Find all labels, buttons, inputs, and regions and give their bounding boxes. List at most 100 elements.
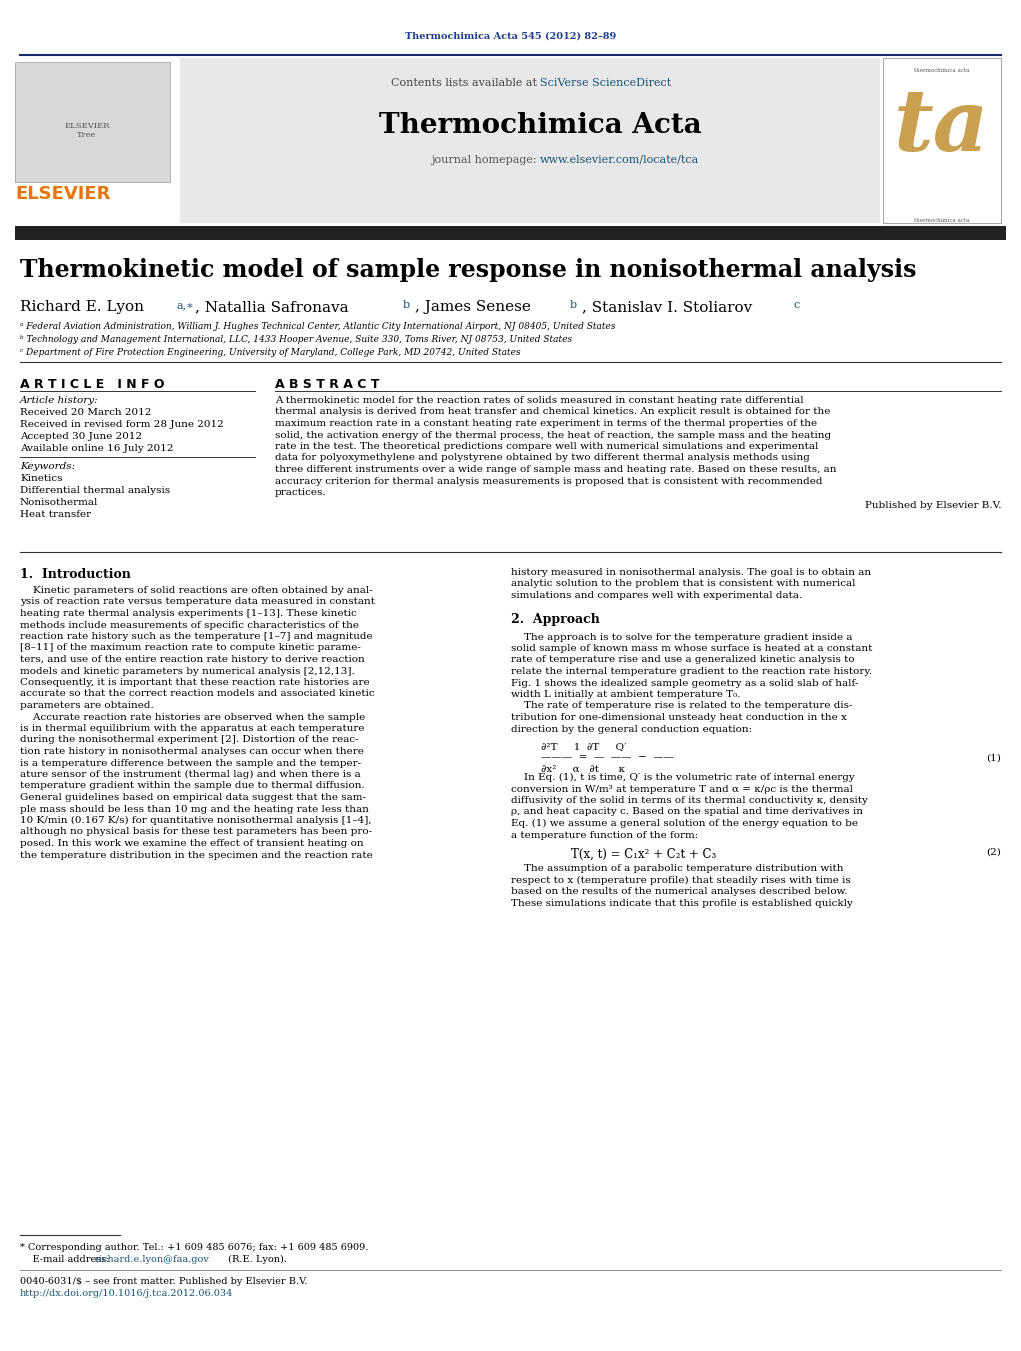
Text: E-mail address:: E-mail address:	[20, 1255, 112, 1265]
Text: solid, the activation energy of the thermal process, the heat of reaction, the s: solid, the activation energy of the ther…	[275, 431, 831, 439]
Text: Accurate reaction rate histories are observed when the sample: Accurate reaction rate histories are obs…	[20, 712, 366, 721]
Text: Received in revised form 28 June 2012: Received in revised form 28 June 2012	[20, 420, 224, 430]
Text: ters, and use of the entire reaction rate history to derive reaction: ters, and use of the entire reaction rat…	[20, 655, 364, 663]
Text: journal homepage:: journal homepage:	[431, 155, 540, 165]
Text: 0040-6031/$ – see front matter. Published by Elsevier B.V.: 0040-6031/$ – see front matter. Publishe…	[20, 1277, 307, 1286]
Text: A R T I C L E   I N F O: A R T I C L E I N F O	[20, 378, 164, 390]
Text: diffusivity of the solid in terms of its thermal conductivity κ, density: diffusivity of the solid in terms of its…	[510, 796, 868, 805]
Text: reaction rate history such as the temperature [1–7] and magnitude: reaction rate history such as the temper…	[20, 632, 373, 640]
Text: b: b	[570, 300, 577, 309]
Text: General guidelines based on empirical data suggest that the sam-: General guidelines based on empirical da…	[20, 793, 366, 802]
Text: although no physical basis for these test parameters has been pro-: although no physical basis for these tes…	[20, 828, 372, 836]
Text: Published by Elsevier B.V.: Published by Elsevier B.V.	[865, 501, 1001, 511]
Text: These simulations indicate that this profile is established quickly: These simulations indicate that this pro…	[510, 898, 853, 908]
Text: analytic solution to the problem that is consistent with numerical: analytic solution to the problem that is…	[510, 580, 856, 589]
Bar	[15, 226, 1006, 240]
Text: thermochimica acta: thermochimica acta	[914, 68, 970, 73]
Text: Keywords:: Keywords:	[20, 462, 76, 471]
Text: (1): (1)	[986, 754, 1001, 762]
Text: Nonisothermal: Nonisothermal	[20, 499, 98, 507]
Text: ta: ta	[894, 85, 989, 169]
Text: www.elsevier.com/locate/tca: www.elsevier.com/locate/tca	[540, 155, 699, 165]
Text: Differential thermal analysis: Differential thermal analysis	[20, 486, 171, 494]
Text: ᵇ Technology and Management International, LLC, 1433 Hooper Avenue, Suite 330, T: ᵇ Technology and Management Internationa…	[20, 335, 572, 345]
Text: ature sensor of the instrument (thermal lag) and when there is a: ature sensor of the instrument (thermal …	[20, 770, 360, 780]
Text: accurate so that the correct reaction models and associated kinetic: accurate so that the correct reaction mo…	[20, 689, 375, 698]
Text: Consequently, it is important that these reaction rate histories are: Consequently, it is important that these…	[20, 678, 370, 688]
Text: , Natallia Safronava: , Natallia Safronava	[195, 300, 348, 313]
Text: A B S T R A C T: A B S T R A C T	[275, 378, 380, 390]
Text: history measured in nonisothermal analysis. The goal is to obtain an: history measured in nonisothermal analys…	[510, 567, 871, 577]
Text: thermochimica acta: thermochimica acta	[914, 218, 970, 223]
Text: The approach is to solve for the temperature gradient inside a: The approach is to solve for the tempera…	[510, 632, 853, 642]
Text: ELSEVIER
Tree: ELSEVIER Tree	[64, 122, 109, 139]
Text: richard.e.lyon@faa.gov: richard.e.lyon@faa.gov	[95, 1255, 210, 1265]
Text: practices.: practices.	[275, 488, 327, 497]
Text: data for polyoxymethylene and polystyrene obtained by two different thermal anal: data for polyoxymethylene and polystyren…	[275, 454, 810, 462]
Text: Contents lists available at: Contents lists available at	[390, 78, 540, 88]
Text: models and kinetic parameters by numerical analysis [2,12,13].: models and kinetic parameters by numeric…	[20, 666, 354, 676]
Text: tion rate history in nonisothermal analyses can occur when there: tion rate history in nonisothermal analy…	[20, 747, 363, 757]
Text: 2.  Approach: 2. Approach	[510, 612, 600, 626]
Text: Kinetic parameters of solid reactions are often obtained by anal-: Kinetic parameters of solid reactions ar…	[20, 586, 373, 594]
Text: Richard E. Lyon: Richard E. Lyon	[20, 300, 144, 313]
Text: Thermochimica Acta 545 (2012) 82–89: Thermochimica Acta 545 (2012) 82–89	[405, 32, 617, 41]
Text: a temperature function of the form:: a temperature function of the form:	[510, 831, 698, 839]
Text: Heat transfer: Heat transfer	[20, 509, 91, 519]
Text: Received 20 March 2012: Received 20 March 2012	[20, 408, 151, 417]
Text: ᵃ Federal Aviation Administration, William J. Hughes Technical Center, Atlantic : ᵃ Federal Aviation Administration, Willi…	[20, 322, 616, 331]
Text: is in thermal equilibrium with the apparatus at each temperature: is in thermal equilibrium with the appar…	[20, 724, 364, 734]
Text: Accepted 30 June 2012: Accepted 30 June 2012	[20, 432, 142, 440]
Text: posed. In this work we examine the effect of transient heating on: posed. In this work we examine the effec…	[20, 839, 363, 848]
Text: The assumption of a parabolic temperature distribution with: The assumption of a parabolic temperatur…	[510, 865, 843, 873]
Text: simulations and compares well with experimental data.: simulations and compares well with exper…	[510, 590, 803, 600]
Text: ELSEVIER: ELSEVIER	[15, 185, 110, 203]
Text: the temperature distribution in the specimen and the reaction rate: the temperature distribution in the spec…	[20, 851, 373, 859]
Text: is a temperature difference between the sample and the temper-: is a temperature difference between the …	[20, 758, 361, 767]
Text: rate in the test. The theoretical predictions compare well with numerical simula: rate in the test. The theoretical predic…	[275, 442, 819, 451]
Text: Thermochimica Acta: Thermochimica Acta	[379, 112, 701, 139]
Text: [8–11] of the maximum reaction rate to compute kinetic parame-: [8–11] of the maximum reaction rate to c…	[20, 643, 360, 653]
Text: thermal analysis is derived from heat transfer and chemical kinetics. An explici: thermal analysis is derived from heat tr…	[275, 408, 830, 416]
Text: (R.E. Lyon).: (R.E. Lyon).	[225, 1255, 287, 1265]
Text: http://dx.doi.org/10.1016/j.tca.2012.06.034: http://dx.doi.org/10.1016/j.tca.2012.06.…	[20, 1289, 234, 1298]
Text: three different instruments over a wide range of sample mass and heating rate. B: three different instruments over a wide …	[275, 465, 836, 474]
Text: , James Senese: , James Senese	[415, 300, 531, 313]
Text: conversion in W/m³ at temperature T and α = κ/ρc is the thermal: conversion in W/m³ at temperature T and …	[510, 785, 853, 793]
Text: Eq. (1) we assume a general solution of the energy equation to be: Eq. (1) we assume a general solution of …	[510, 819, 858, 828]
Text: ———  =  —  ——  −  ——: ——— = — —— − ——	[541, 754, 674, 762]
Text: ρ, and heat capacity c. Based on the spatial and time derivatives in: ρ, and heat capacity c. Based on the spa…	[510, 808, 863, 816]
Text: Kinetics: Kinetics	[20, 474, 62, 484]
Text: The rate of temperature rise is related to the temperature dis-: The rate of temperature rise is related …	[510, 701, 853, 711]
Bar	[180, 58, 880, 223]
Text: In Eq. (1), t is time, Q′ is the volumetric rate of internal energy: In Eq. (1), t is time, Q′ is the volumet…	[510, 773, 855, 782]
Text: , Stanislav I. Stoliarov: , Stanislav I. Stoliarov	[582, 300, 752, 313]
Text: Available online 16 July 2012: Available online 16 July 2012	[20, 444, 174, 453]
Text: direction by the general conduction equation:: direction by the general conduction equa…	[510, 724, 752, 734]
Text: rate of temperature rise and use a generalized kinetic analysis to: rate of temperature rise and use a gener…	[510, 655, 855, 665]
Text: ple mass should be less than 10 mg and the heating rate less than: ple mass should be less than 10 mg and t…	[20, 804, 369, 813]
Text: A thermokinetic model for the reaction rates of solids measured in constant heat: A thermokinetic model for the reaction r…	[275, 396, 804, 405]
Text: accuracy criterion for thermal analysis measurements is proposed that is consist: accuracy criterion for thermal analysis …	[275, 477, 823, 485]
Text: SciVerse ScienceDirect: SciVerse ScienceDirect	[540, 78, 671, 88]
Text: based on the results of the numerical analyses described below.: based on the results of the numerical an…	[510, 888, 847, 896]
Text: T(x, t) = C₁x² + C₂t + C₃: T(x, t) = C₁x² + C₂t + C₃	[571, 848, 717, 861]
Text: respect to x (temperature profile) that steadily rises with time is: respect to x (temperature profile) that …	[510, 875, 850, 885]
Text: Article history:: Article history:	[20, 396, 99, 405]
Text: relate the internal temperature gradient to the reaction rate history.: relate the internal temperature gradient…	[510, 667, 872, 676]
Text: tribution for one-dimensional unsteady heat conduction in the x: tribution for one-dimensional unsteady h…	[510, 713, 846, 721]
Text: (2): (2)	[986, 848, 1001, 857]
Text: ysis of reaction rate versus temperature data measured in constant: ysis of reaction rate versus temperature…	[20, 597, 375, 607]
Text: solid sample of known mass m whose surface is heated at a constant: solid sample of known mass m whose surfa…	[510, 644, 872, 653]
Text: methods include measurements of specific characteristics of the: methods include measurements of specific…	[20, 620, 359, 630]
Text: ᶜ Department of Fire Protection Engineering, University of Maryland, College Par: ᶜ Department of Fire Protection Engineer…	[20, 349, 521, 357]
Text: Thermokinetic model of sample response in nonisothermal analysis: Thermokinetic model of sample response i…	[20, 258, 917, 282]
Text: * Corresponding author. Tel.: +1 609 485 6076; fax: +1 609 485 6909.: * Corresponding author. Tel.: +1 609 485…	[20, 1243, 369, 1252]
Text: maximum reaction rate in a constant heating rate experiment in terms of the ther: maximum reaction rate in a constant heat…	[275, 419, 817, 428]
Text: Fig. 1 shows the idealized sample geometry as a solid slab of half-: Fig. 1 shows the idealized sample geomet…	[510, 678, 859, 688]
Text: heating rate thermal analysis experiments [1–13]. These kinetic: heating rate thermal analysis experiment…	[20, 609, 356, 617]
Text: temperature gradient within the sample due to thermal diffusion.: temperature gradient within the sample d…	[20, 781, 364, 790]
Text: a,∗: a,∗	[176, 300, 194, 309]
Text: ∂x²     α   ∂t      κ: ∂x² α ∂t κ	[541, 765, 625, 774]
Bar	[15, 62, 171, 182]
